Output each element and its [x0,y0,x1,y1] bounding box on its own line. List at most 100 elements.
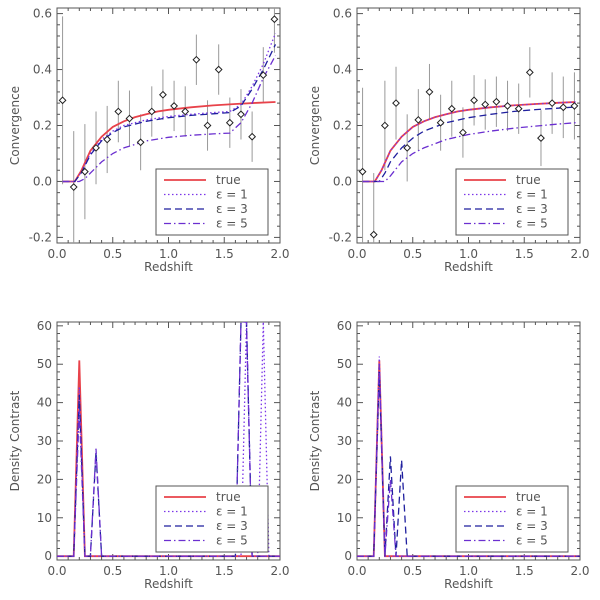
legend-label: ε = 3 [516,519,548,533]
data-point-marker [503,102,512,110]
legend-label: true [516,173,541,187]
panel-top-right: 0.0 0.5 1.0 1.5 2.0 -0.2 0.0 0.2 0.4 0.6 Redshift C… [308,7,590,274]
legend-label: true [216,173,241,187]
y-tick-label: 60 [337,319,352,333]
data-point-marker [181,107,190,116]
legend-box [155,168,269,236]
data-point-marker [358,167,367,176]
legend-label: ε = 1 [216,188,248,202]
data-point-marker [559,103,568,112]
series-line-dotted [57,322,280,557]
data-point-marker [514,104,523,113]
y-tick-label: 0.2 [33,119,52,133]
data-point-marker [392,99,400,108]
panel-bottom-left: 0.0 0.5 1.0 1.5 2.0 0 10 20 30 40 50 60 Redshift Dens… [8,319,290,591]
x-tick-label: 0.5 [403,247,422,261]
panel-top-left: 0.0 0.5 1.0 1.5 2.0 -0.2 0.0 0.2 0.4 0.6 Redshift C… [8,7,290,274]
legend-label: ε = 5 [216,534,248,548]
legend-label: ε = 3 [516,202,548,216]
data-point-marker [136,138,145,147]
y-axis-title: Convergence [8,86,22,165]
data-point-marker [425,88,434,96]
legend-label: ε = 3 [216,519,248,533]
data-point-marker [170,102,178,110]
x-axis-title: Redshift [444,260,493,274]
data-point-marker [80,167,89,176]
y-tick-label: 0 [344,549,352,563]
legend-label: ε = 1 [516,188,548,202]
legend-box [455,168,569,236]
legend-label: ε = 5 [216,217,248,231]
data-point-marker [125,114,134,123]
series-line-dashdot [362,122,576,183]
x-tick-label: 0.0 [47,247,66,261]
y-axis-title: Density Contrast [8,390,22,491]
x-tick-label: 0.0 [47,564,66,578]
y-tick-label: 30 [337,434,352,448]
x-tick-label: 2.0 [570,564,589,578]
plot-area [358,47,579,243]
legend-label: ε = 1 [216,505,248,519]
plot-area [57,322,280,558]
y-axis-title: Density Contrast [308,390,322,491]
legend-box [155,485,269,553]
data-point-marker [270,15,279,24]
x-tick-label: 1.0 [159,247,178,261]
series-line-dashed [362,106,576,183]
data-point-marker [103,135,112,144]
data-point-marker [147,107,156,116]
y-axis-title: Convergence [308,86,322,165]
legend-label: ε = 1 [516,505,548,519]
series-line-dashed [57,322,280,557]
data-point-marker [237,110,245,119]
series-line-dashed [62,44,277,183]
y-tick-label: 0.4 [33,63,52,77]
x-tick-label: 0.5 [103,564,122,578]
data-point-marker [537,134,545,142]
x-tick-label: 1.0 [459,564,478,578]
x-tick-label: 1.5 [515,564,534,578]
y-tick-label: 0.2 [333,119,352,133]
data-point-marker [447,104,456,113]
data-point-marker [470,96,478,105]
y-tick-label: -0.2 [29,230,52,244]
data-point-marker [58,96,67,105]
x-tick-label: 2.0 [270,247,289,261]
legend-label: ε = 3 [216,202,248,216]
data-point-marker [525,68,534,77]
x-axis-title: Redshift [144,577,193,591]
plot-area [357,356,580,558]
y-tick-label: 50 [37,357,52,371]
series-line-dashdot [357,364,580,557]
y-tick-label: 20 [337,472,352,486]
data-point-marker [114,107,123,116]
y-tick-label: 0.6 [33,7,52,21]
y-tick-label: -0.2 [329,230,352,244]
x-axis-title: Redshift [144,260,193,274]
x-tick-label: 2.0 [570,247,589,261]
data-point-marker [369,230,378,239]
series-line-dotted [62,32,277,183]
series-line-dotted [362,101,576,183]
legend-label: true [216,490,241,504]
y-tick-label: 10 [37,511,52,525]
x-tick-label: 0.5 [103,247,122,261]
legend-label: ε = 5 [516,217,548,231]
data-point-marker [214,65,223,74]
series-line-solid [62,101,276,183]
x-tick-label: 1.0 [459,247,478,261]
legend-box [455,485,569,553]
x-tick-label: 1.5 [215,564,234,578]
data-point-marker [203,121,212,130]
x-tick-label: 2.0 [270,564,289,578]
x-axis-title: Redshift [444,577,493,591]
x-tick-label: 1.5 [515,247,534,261]
y-tick-label: 0.4 [333,63,352,77]
data-point-marker [69,183,78,191]
data-point-marker [481,100,490,109]
